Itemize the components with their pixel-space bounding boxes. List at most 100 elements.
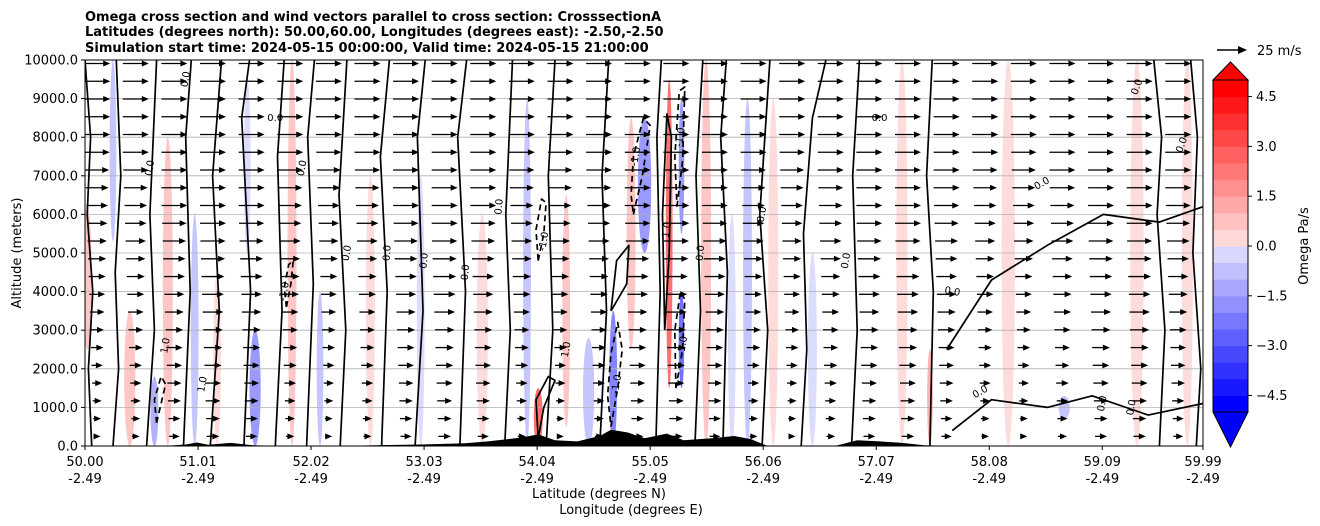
wind-vector-head xyxy=(566,149,574,156)
wind-vector-head xyxy=(759,95,767,102)
wind-vector xyxy=(395,273,417,280)
wind-vector-head xyxy=(99,255,107,262)
wind-vector xyxy=(822,309,840,316)
wind-vector xyxy=(1012,184,1036,191)
colorbar-cell-4 xyxy=(1213,329,1248,347)
wind-vector xyxy=(972,78,999,85)
wind-vector xyxy=(779,95,806,102)
wind-vector-head xyxy=(715,380,723,387)
wind-vector xyxy=(817,113,844,120)
wind-vector xyxy=(161,113,188,120)
wind-vector-head xyxy=(94,397,102,404)
contour-line-24 xyxy=(1152,60,1166,446)
colorbar-cells xyxy=(1213,80,1248,413)
wind-vector-head xyxy=(1100,433,1108,440)
wind-vector-head xyxy=(1064,309,1072,316)
x-tick-label-lon-5: -2.49 xyxy=(633,472,667,487)
wind-vector-head xyxy=(753,326,761,333)
wind-vector xyxy=(783,255,802,262)
wind-vector xyxy=(90,326,104,333)
wind-vector-head xyxy=(1020,415,1028,422)
wind-vector xyxy=(122,149,149,156)
contour-label-11: 0.0 xyxy=(840,252,854,270)
wind-vector-head xyxy=(834,238,842,245)
wind-vector-head xyxy=(94,415,102,422)
contour-label-6: 0.0 xyxy=(418,252,430,269)
wind-vector xyxy=(1171,362,1186,369)
wind-vector-head xyxy=(450,220,458,227)
wind-vector xyxy=(433,273,457,280)
wind-vector-head xyxy=(334,60,342,67)
wind-vector xyxy=(1171,380,1185,387)
wind-vector xyxy=(357,255,378,262)
wind-vector xyxy=(284,380,297,387)
wind-vector-head xyxy=(911,309,919,316)
wind-vector xyxy=(745,309,762,316)
wind-vector-head xyxy=(1184,184,1192,191)
wind-vector-head xyxy=(212,415,220,422)
wind-vector xyxy=(941,433,952,440)
contour-label-23: -1.0 xyxy=(676,335,690,356)
wind-vector xyxy=(1010,60,1037,67)
wind-vector xyxy=(363,433,372,440)
wind-vector xyxy=(166,362,183,369)
wind-vector-head xyxy=(875,131,883,138)
wind-vector xyxy=(1011,167,1036,174)
wind-vector xyxy=(547,113,574,120)
wind-vector-head xyxy=(180,167,188,174)
x-tick-label-lon-4: -2.49 xyxy=(520,472,554,487)
x-tick-label-lat-3: 53.03 xyxy=(405,455,442,470)
wind-vector-head xyxy=(1145,202,1153,209)
wind-vector xyxy=(397,326,416,333)
wind-vector-head xyxy=(96,344,104,351)
wind-vector-head xyxy=(367,326,375,333)
wind-vector xyxy=(282,326,298,333)
wind-vector-head xyxy=(294,220,302,227)
wind-vector-head xyxy=(485,326,493,333)
wind-vector xyxy=(1166,220,1191,227)
wind-vector-head xyxy=(219,202,227,209)
wind-vector-head xyxy=(793,291,801,298)
wind-vector xyxy=(355,202,379,209)
wind-vector xyxy=(393,60,420,67)
wind-vector xyxy=(862,397,877,404)
wind-vector-head xyxy=(296,149,304,156)
wind-vector xyxy=(470,184,497,191)
y-tick-label-0: 0.0 xyxy=(57,440,78,455)
wind-vector xyxy=(980,415,990,422)
wind-vector xyxy=(708,397,722,404)
wind-vector xyxy=(863,433,876,440)
wind-vector-head xyxy=(1106,220,1114,227)
wind-vector xyxy=(1056,397,1069,404)
wind-vector-head xyxy=(521,362,529,369)
wind-vector-head xyxy=(96,326,104,333)
wind-vector xyxy=(937,326,956,333)
wind-vector xyxy=(824,380,837,387)
x-tick-label-lon-10: -2.49 xyxy=(1186,472,1220,487)
wind-vector-head xyxy=(217,273,225,280)
contour-line-2 xyxy=(145,60,158,446)
wind-vector-head xyxy=(101,202,109,209)
wind-vector-head xyxy=(676,397,684,404)
wind-vector-head xyxy=(527,167,535,174)
wind-vector xyxy=(393,202,420,209)
wind-vector xyxy=(858,291,880,298)
wind-vector xyxy=(354,95,381,102)
wind-vector-head xyxy=(835,202,843,209)
colorbar-label: Omega Pa/s xyxy=(1297,207,1312,285)
wind-vector-head xyxy=(180,113,188,120)
wind-vector-head xyxy=(257,167,265,174)
wind-vector xyxy=(663,95,690,102)
wind-vector xyxy=(663,149,690,156)
wind-vector xyxy=(1018,380,1029,387)
wind-vector-head xyxy=(325,415,333,422)
wind-vector xyxy=(975,255,995,262)
wind-vector-head xyxy=(292,273,300,280)
wind-vector xyxy=(432,255,457,262)
contour-label-21: -1.0 xyxy=(629,146,643,167)
wind-vector xyxy=(856,113,883,120)
contour-line-15 xyxy=(654,60,663,446)
wind-vector xyxy=(92,380,103,387)
wind-vector-head xyxy=(1139,415,1147,422)
contour-label-10: 0.0 xyxy=(756,206,770,224)
